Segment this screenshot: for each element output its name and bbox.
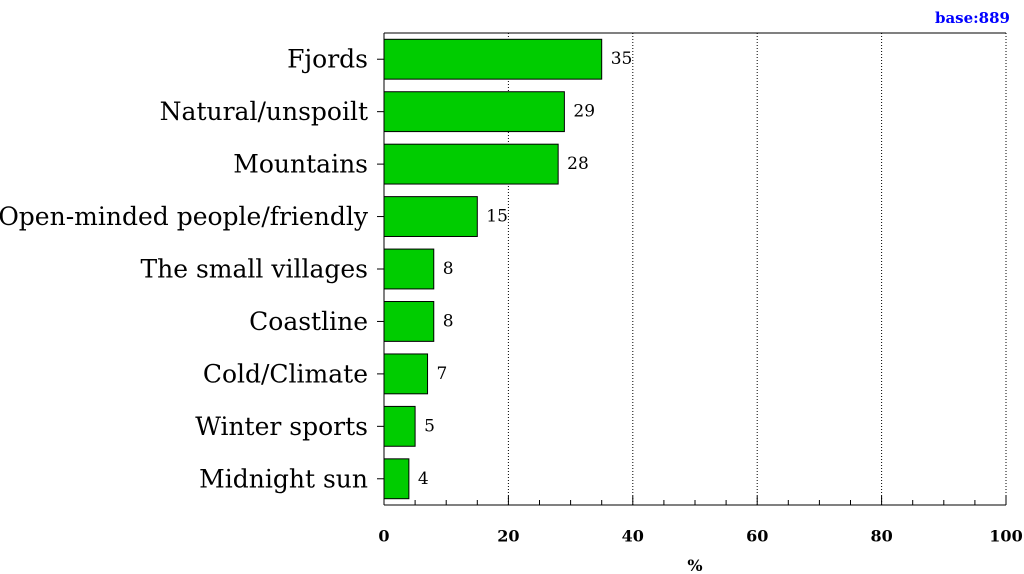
- x-tick-label: 60: [746, 527, 768, 546]
- bars: [383, 38, 603, 500]
- axes: [377, 32, 1007, 506]
- bar: [383, 353, 429, 395]
- category-label: Natural/unspoilt: [160, 97, 368, 126]
- x-tick-label: 40: [622, 527, 644, 546]
- labels: Fjords 35 Natural/unspoilt 29 Mountains 28 Ope…: [0, 45, 1023, 546]
- bar: [383, 458, 410, 500]
- value-label: 5: [424, 416, 435, 436]
- bar: [383, 91, 565, 133]
- bar: [383, 248, 435, 290]
- bar: [383, 196, 478, 237]
- value-label: 8: [443, 311, 454, 331]
- category-label: Fjords: [287, 45, 368, 74]
- x-tick-label: 100: [989, 527, 1022, 546]
- x-axis-title: %: [687, 556, 702, 574]
- value-label: 4: [418, 469, 429, 489]
- x-tick-label: 80: [870, 527, 892, 546]
- x-tick-label: 0: [378, 527, 389, 546]
- value-label: 29: [573, 102, 595, 122]
- category-label: Midnight sun: [199, 464, 368, 493]
- bar: [383, 143, 559, 185]
- value-label: 7: [437, 364, 448, 384]
- value-label: 8: [443, 259, 454, 279]
- category-label: Cold/Climate: [203, 359, 368, 388]
- value-label: 28: [567, 154, 589, 174]
- bar: [383, 301, 435, 342]
- bar: [383, 38, 603, 80]
- value-label: 15: [486, 207, 508, 227]
- category-label: Winter sports: [195, 412, 368, 441]
- bar: [383, 405, 416, 447]
- category-label: Mountains: [233, 150, 368, 179]
- category-label: Open-minded people/friendly: [0, 202, 369, 231]
- category-label: Coastline: [249, 307, 368, 336]
- value-label: 35: [611, 49, 633, 69]
- x-tick-label: 20: [497, 527, 519, 546]
- category-label: The small villages: [140, 255, 368, 284]
- base-annotation: base:889: [935, 9, 1010, 27]
